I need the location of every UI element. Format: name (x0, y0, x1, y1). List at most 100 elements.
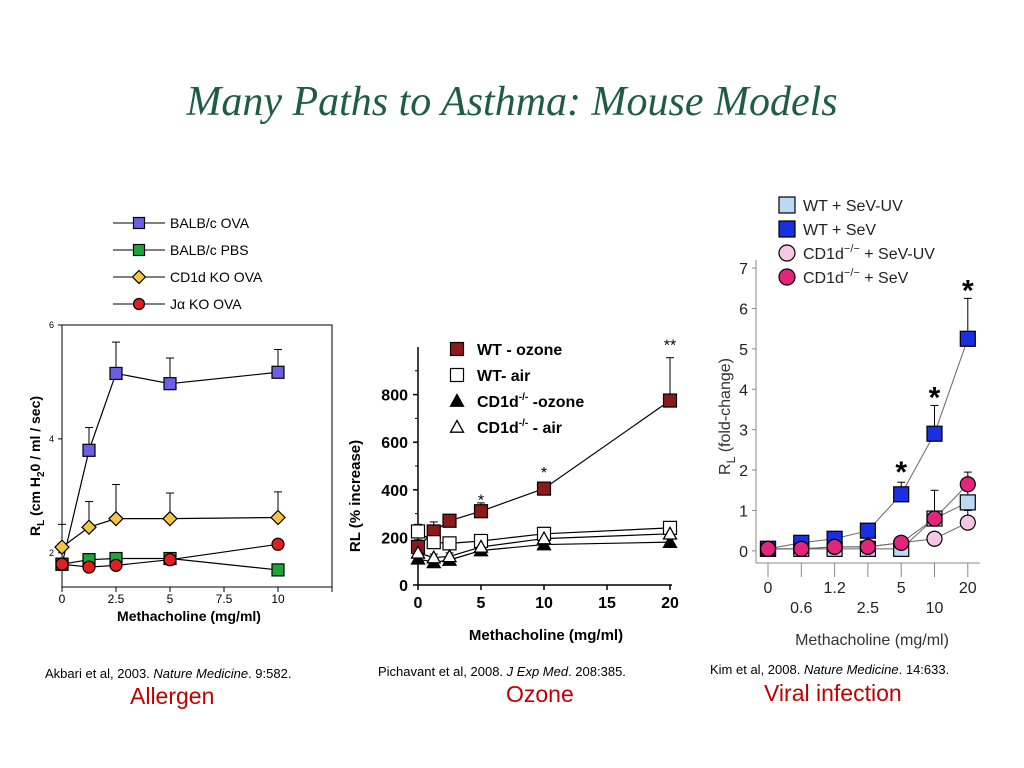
legend-marker (132, 297, 146, 311)
x-tick-label: 20 (661, 595, 679, 612)
y-axis-label-part: 2 (36, 471, 47, 477)
significance-mark: * (541, 465, 547, 482)
y-tick-label: 2 (739, 463, 748, 480)
data-point (82, 443, 96, 457)
x-tick-label: 5 (897, 580, 906, 597)
data-point (271, 365, 285, 379)
data-point (270, 509, 286, 526)
y-tick-label: 1 (739, 503, 748, 520)
significance-mark: * (478, 492, 484, 509)
y-axis-label-part: R (27, 526, 43, 536)
y-axis-label-part: (cm H (27, 477, 43, 520)
significance-mark: * (895, 456, 907, 489)
data-point (826, 538, 843, 555)
allergen-chart: 0 2.5 5 7.5 10 2 4 6 Methacholine (mg/ml) RL (cm … (27, 215, 333, 624)
y-axis-label-sub: L (724, 456, 738, 463)
data-point (793, 540, 810, 557)
data-point (442, 513, 457, 528)
legend-marker (132, 216, 146, 230)
x-tick-label: 0.6 (790, 600, 812, 617)
legend-label: BALB/c PBS (170, 242, 249, 258)
legend-label-text: -ozone (528, 394, 584, 411)
data-point (82, 560, 96, 574)
citation-allergen: Akbari et al, 2003. Nature Medicine. 9:5… (45, 666, 292, 681)
data-point (109, 558, 123, 572)
x-tick-label: 20 (959, 580, 977, 597)
data-point (162, 510, 178, 527)
y-tick-label: 600 (381, 435, 408, 452)
data-point (536, 481, 552, 496)
x-tick-label: 0 (414, 595, 423, 612)
legend-label-sup: -/- (519, 392, 528, 403)
data-point (759, 540, 777, 557)
legend-label-text: WT- air (477, 368, 530, 385)
legend-label-text: CD1d (477, 394, 519, 411)
legend-marker (778, 268, 796, 286)
viral-chart: 0 1 2 3 4 5 6 7 0 1.2 5 20 0.6 2.5 10 Methacholine (mg/… (717, 196, 980, 649)
data-point (441, 548, 458, 563)
x-tick-label: 2.5 (108, 592, 125, 606)
data-point (473, 504, 489, 519)
x-tick-label: 0 (59, 592, 66, 606)
data-point (893, 486, 910, 503)
data-point (893, 534, 910, 551)
legend-label: CD1d KO OVA (170, 269, 263, 285)
y-axis-label-part: L (36, 520, 47, 526)
legend-marker (131, 269, 147, 285)
data-point (271, 563, 285, 577)
legend-label: CD1d-/- -ozone (477, 392, 584, 411)
data-point (536, 530, 552, 545)
legend-marker (778, 196, 796, 214)
significance-mark: ** (664, 338, 676, 355)
legend-label-prefix: Jα (170, 296, 189, 312)
y-tick-label: 7 (739, 261, 748, 278)
legend-label: BALB/c OVA (170, 215, 250, 231)
data-point (108, 510, 124, 527)
data-point (410, 524, 426, 539)
data-point (959, 514, 976, 531)
slide-title: Many Paths to Asthma: Mouse Models (186, 79, 838, 125)
data-point (859, 522, 876, 539)
legend-marker (449, 419, 465, 433)
legend-label-sup: -/- (519, 418, 528, 429)
y-axis-label: RL (cm H20 / ml / sec) (27, 396, 47, 536)
citation-viral: Kim et al, 2008. Nature Medicine. 14:633… (710, 662, 950, 677)
x-axis-label: Methacholine (mg/ml) (795, 632, 949, 649)
legend-label: WT - ozone (477, 342, 562, 359)
legend-label-text: CD1d (803, 246, 844, 263)
y-axis-label-part: 0 / ml / sec) (27, 396, 43, 471)
x-tick-label: 10 (535, 595, 553, 612)
legend-label: CD1d-/- - air (477, 418, 562, 437)
data-point (163, 553, 177, 567)
y-axis-label-part: (fold-change) (717, 358, 734, 457)
data-point (959, 476, 976, 493)
legend-marker (449, 367, 465, 383)
significance-mark: * (929, 381, 941, 414)
legend-label-text: CD1d (477, 420, 519, 437)
data-point (859, 538, 876, 555)
data-point (81, 519, 97, 536)
x-tick-label: 2.5 (857, 600, 879, 617)
data-point (473, 539, 489, 553)
data-point (662, 525, 678, 540)
x-tick-label: 10 (926, 600, 944, 617)
x-tick-label: 1.2 (823, 580, 845, 597)
x-tick-label: 7.5 (216, 592, 233, 606)
legend-marker (132, 243, 146, 257)
legend-label-sup: −/− (844, 243, 860, 255)
legend-marker (449, 341, 465, 357)
data-point (926, 530, 943, 547)
legend-label-text: BALB/c PBS (170, 242, 249, 258)
data-point (926, 425, 943, 442)
plot-frame (61, 324, 333, 588)
data-point (410, 545, 426, 559)
y-tick-label: 5 (739, 342, 748, 359)
x-tick-label: 0 (764, 580, 773, 597)
y-tick-label: 400 (381, 483, 408, 500)
significance-mark: * (962, 274, 974, 307)
y-tick-label: 0 (399, 578, 408, 595)
y-axis-label-part: R (717, 463, 734, 475)
x-tick-label: 5 (167, 592, 174, 606)
data-point (959, 330, 976, 347)
legend-label-text: BALB/c OVA (170, 215, 250, 231)
